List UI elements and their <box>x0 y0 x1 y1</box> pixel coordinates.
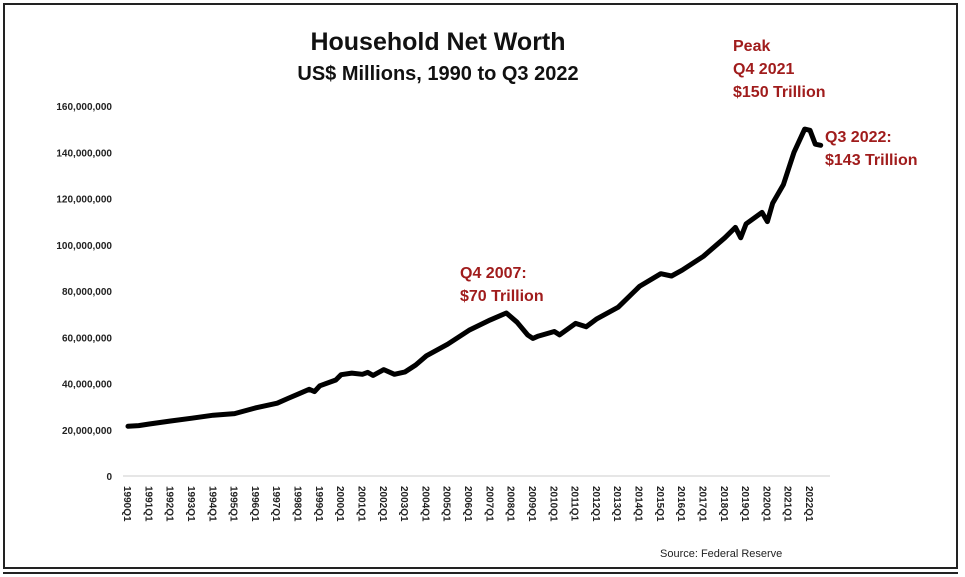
chart-frame <box>3 3 958 569</box>
y-tick-label: 80,000,000 <box>62 287 112 298</box>
net-worth-line <box>125 126 824 429</box>
y-tick-label: 100,000,000 <box>56 241 112 252</box>
x-tick-label: 2019Q1 <box>739 486 750 522</box>
x-tick-label: 2013Q1 <box>611 486 622 522</box>
y-tick-label: 0 <box>106 472 112 483</box>
annotation-q3-2022: Q3 2022: $143 Trillion <box>825 129 918 169</box>
x-tick-label: 1990Q1 <box>121 486 132 522</box>
x-tick-label: 1998Q1 <box>292 486 303 522</box>
x-tick-label: 2020Q1 <box>760 486 771 522</box>
x-tick-label: 1995Q1 <box>228 486 239 522</box>
chart-title: Household Net Worth <box>310 28 566 56</box>
x-tick-label: 2001Q1 <box>355 486 366 522</box>
frame-bottom-rule <box>3 572 958 574</box>
x-tick-label: 2014Q1 <box>633 486 644 522</box>
x-tick-label: 2016Q1 <box>675 486 686 522</box>
x-tick-label: 2006Q1 <box>462 486 473 522</box>
y-tick-label: 20,000,000 <box>62 426 112 437</box>
x-tick-label: 2009Q1 <box>526 486 537 522</box>
y-tick-label: 120,000,000 <box>56 195 112 206</box>
x-tick-label: 1996Q1 <box>249 486 260 522</box>
x-tick-label: 1999Q1 <box>313 486 324 522</box>
y-tick-label: 140,000,000 <box>56 148 112 159</box>
x-tick-label: 1997Q1 <box>270 486 281 522</box>
x-tick-label: 2021Q1 <box>782 486 793 522</box>
x-tick-label: 2022Q1 <box>803 486 814 522</box>
y-tick-label: 160,000,000 <box>56 102 112 113</box>
y-tick-label: 60,000,000 <box>62 333 112 344</box>
x-tick-label: 2008Q1 <box>505 486 516 522</box>
x-tick-label: 1992Q1 <box>164 486 175 522</box>
x-tick-label: 1991Q1 <box>142 486 153 522</box>
x-tick-label: 1994Q1 <box>206 486 217 522</box>
x-tick-label: 2000Q1 <box>334 486 345 522</box>
x-tick-label: 1993Q1 <box>185 486 196 522</box>
annotation-peak: Peak Q4 2021 $150 Trillion <box>733 38 826 101</box>
x-tick-label: 2004Q1 <box>419 486 430 522</box>
x-tick-label: 2003Q1 <box>398 486 409 522</box>
x-tick-label: 2010Q1 <box>547 486 558 522</box>
y-tick-label: 40,000,000 <box>62 380 112 391</box>
x-tick-label: 2002Q1 <box>377 486 388 522</box>
x-tick-label: 2015Q1 <box>654 486 665 522</box>
x-tick-label: 2012Q1 <box>590 486 601 522</box>
x-tick-label: 2017Q1 <box>696 486 707 522</box>
source-note: Source: Federal Reserve <box>660 548 783 560</box>
chart-subtitle: US$ Millions, 1990 to Q3 2022 <box>297 63 579 85</box>
x-tick-label: 2011Q1 <box>569 486 580 521</box>
x-tick-label: 2018Q1 <box>718 486 729 522</box>
x-tick-label: 2007Q1 <box>483 486 494 522</box>
x-tick-label: 2005Q1 <box>441 486 452 522</box>
annotation-q4-2007: Q4 2007: $70 Trillion <box>460 265 544 305</box>
